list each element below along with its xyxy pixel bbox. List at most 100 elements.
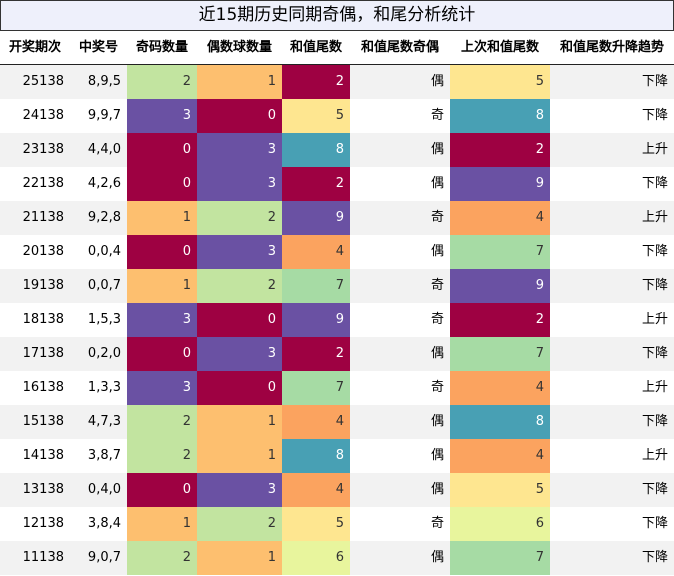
table-cell: 8: [282, 133, 350, 167]
table-cell: 3: [197, 337, 282, 371]
table-cell: 下降: [641, 176, 668, 191]
table-cell: 3: [197, 167, 282, 201]
column-header: 偶数球数量: [206, 40, 272, 55]
table-cell: 0,2,0: [87, 346, 121, 361]
table-cell: 奇: [430, 516, 444, 531]
table-cell: 0: [127, 337, 197, 371]
table-cell: 6: [282, 541, 350, 575]
table-cell: 偶: [430, 550, 444, 565]
table-cell: 0,0,4: [87, 244, 121, 259]
table-cell: 18138: [22, 312, 64, 327]
table-cell: 9,2,8: [87, 210, 121, 225]
table-cell: 0: [127, 235, 197, 269]
table-cell: 偶: [430, 482, 444, 497]
table-cell: 7: [282, 371, 350, 405]
table-cell: 下降: [641, 278, 668, 293]
column-header: 开奖期次: [8, 40, 61, 55]
table-cell: 20138: [22, 244, 64, 259]
table-cell: 下降: [641, 244, 668, 259]
table-cell: 2: [197, 507, 282, 541]
table-row: 17138 0,2,0 0 3 2 偶 7 下降: [0, 337, 674, 371]
table-row: 16138 1,3,3 3 0 7 奇 4 上升: [0, 371, 674, 405]
table-cell: 2: [450, 303, 550, 337]
table-cell: 13138: [22, 482, 64, 497]
table-row: 18138 1,5,3 3 0 9 奇 2 上升: [0, 303, 674, 337]
table-cell: 下降: [641, 516, 668, 531]
table-cell: 3,8,4: [87, 516, 121, 531]
table-cell: 2: [127, 405, 197, 439]
table-cell: 上升: [641, 380, 668, 395]
table-cell: 5: [450, 65, 550, 99]
table-row: 24138 9,9,7 3 0 5 奇 8 下降: [0, 99, 674, 133]
table-row: 25138 8,9,5 2 1 2 偶 5 下降: [0, 65, 674, 99]
table-cell: 5: [282, 507, 350, 541]
column-header: 和值尾数: [289, 40, 342, 55]
table-cell: 3: [197, 133, 282, 167]
table-row: 23138 4,4,0 0 3 8 偶 2 上升: [0, 133, 674, 167]
table-cell: 9: [282, 201, 350, 235]
table-cell: 3,8,7: [87, 448, 121, 463]
table-row: 20138 0,0,4 0 3 4 偶 7 下降: [0, 235, 674, 269]
table-cell: 24138: [22, 108, 64, 123]
table-cell: 8,9,5: [87, 74, 121, 89]
table-cell: 1,5,3: [87, 312, 121, 327]
table-cell: 奇: [430, 278, 444, 293]
table-cell: 8: [450, 405, 550, 439]
table-cell: 偶: [430, 74, 444, 89]
table-cell: 7: [450, 541, 550, 575]
table-cell: 8: [282, 439, 350, 473]
table-cell: 4: [282, 405, 350, 439]
table-cell: 4: [450, 201, 550, 235]
table-cell: 4: [450, 439, 550, 473]
table-cell: 0,4,0: [87, 482, 121, 497]
table-cell: 15138: [22, 414, 64, 429]
table-title: 近15期历史同期奇偶，和尾分析统计: [0, 0, 674, 31]
table-row: 22138 4,2,6 0 3 2 偶 9 下降: [0, 167, 674, 201]
table-cell: 奇: [430, 210, 444, 225]
table-cell: 6: [450, 507, 550, 541]
table-cell: 偶: [430, 244, 444, 259]
table-cell: 3: [127, 303, 197, 337]
table-cell: 偶: [430, 414, 444, 429]
table-cell: 2: [127, 541, 197, 575]
table-cell: 奇: [430, 108, 444, 123]
table-cell: 19138: [22, 278, 64, 293]
table-cell: 2: [127, 65, 197, 99]
column-header: 奇码数量: [135, 40, 188, 55]
table-cell: 0: [127, 473, 197, 507]
table-cell: 9,9,7: [87, 108, 121, 123]
table-cell: 上升: [641, 142, 668, 157]
table-cell: 偶: [430, 142, 444, 157]
table-cell: 9: [282, 303, 350, 337]
table-cell: 14138: [22, 448, 64, 463]
table-cell: 11138: [22, 550, 64, 565]
table-cell: 9,0,7: [87, 550, 121, 565]
table-cell: 1,3,3: [87, 380, 121, 395]
table-cell: 7: [450, 235, 550, 269]
table-cell: 0: [197, 303, 282, 337]
table-cell: 7: [450, 337, 550, 371]
table-row: 19138 0,0,7 1 2 7 奇 9 下降: [0, 269, 674, 303]
table-cell: 0: [127, 167, 197, 201]
table-cell: 0: [127, 133, 197, 167]
table-row: 13138 0,4,0 0 3 4 偶 5 下降: [0, 473, 674, 507]
table-row: 14138 3,8,7 2 1 8 偶 4 上升: [0, 439, 674, 473]
table-cell: 21138: [22, 210, 64, 225]
table-cell: 0: [197, 99, 282, 133]
table-cell: 9: [450, 167, 550, 201]
column-header: 上次和值尾数: [460, 40, 539, 55]
table-cell: 25138: [22, 74, 64, 89]
table-cell: 4,2,6: [87, 176, 121, 191]
column-header: 中奖号: [78, 40, 118, 55]
table-cell: 23138: [22, 142, 64, 157]
table-cell: 4,4,0: [87, 142, 121, 157]
table-cell: 奇: [430, 380, 444, 395]
table-cell: 下降: [641, 482, 668, 497]
table-cell: 上升: [641, 312, 668, 327]
table-cell: 9: [450, 269, 550, 303]
table-cell: 下降: [641, 414, 668, 429]
table-cell: 偶: [430, 346, 444, 361]
table-cell: 0,0,7: [87, 278, 121, 293]
table-cell: 下降: [641, 550, 668, 565]
